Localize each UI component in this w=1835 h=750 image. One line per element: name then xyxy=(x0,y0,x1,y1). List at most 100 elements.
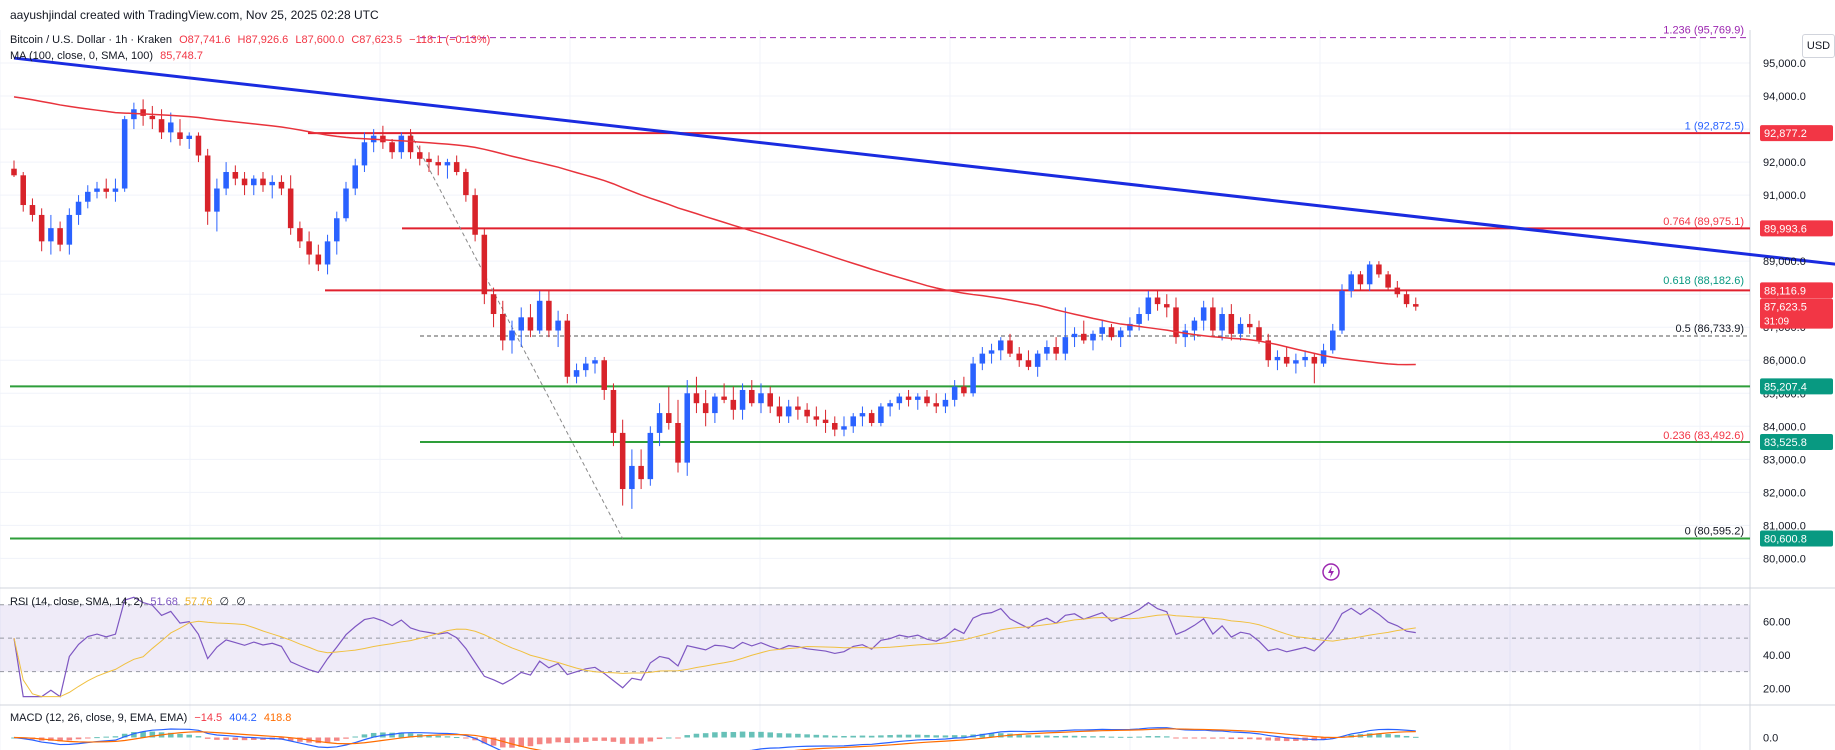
candle-body xyxy=(1385,274,1391,288)
macd-histogram-bar xyxy=(1154,736,1161,738)
candle-body xyxy=(260,178,266,186)
macd-histogram-bar xyxy=(601,737,607,741)
price-tick-label: 91,000.0 xyxy=(1763,190,1806,202)
candle-body xyxy=(232,172,239,179)
candle-body xyxy=(859,413,866,417)
candle-body xyxy=(1265,340,1271,361)
candle-body xyxy=(629,465,635,490)
macd-histogram-bar xyxy=(389,732,395,738)
currency-button[interactable]: USD xyxy=(1802,34,1835,58)
fib-level-label: 0.764 (89,975.1) xyxy=(1663,216,1744,228)
chart-grid xyxy=(0,30,1835,750)
candle-body xyxy=(546,300,552,331)
macd-histogram-bar xyxy=(998,733,1004,738)
macd-histogram-bar xyxy=(481,737,488,744)
rsi-tick-label: 20.00 xyxy=(1763,683,1791,695)
macd-histogram-bar xyxy=(656,737,663,740)
rsi-ma-value: 57.76 xyxy=(184,596,213,608)
candle-body xyxy=(1357,274,1364,285)
macd-histogram-bar xyxy=(444,736,451,738)
candle-body xyxy=(1016,353,1022,361)
macd-histogram-bar xyxy=(804,734,810,738)
macd-histogram-bar xyxy=(536,737,543,745)
fibonacci-retracement: 1.236 (95,769.9) 1 (92,872.5) 0.764 (89,97… xyxy=(410,25,1750,539)
macd-histogram-bar xyxy=(546,737,552,744)
candle-body xyxy=(1081,333,1087,341)
price-label-box xyxy=(1760,125,1833,142)
fib-level-label: 0.618 (88,182.6) xyxy=(1663,275,1744,287)
candle-body xyxy=(933,403,939,407)
candle-body xyxy=(48,228,54,242)
macd-histogram-bar xyxy=(675,737,681,739)
candle-body xyxy=(306,241,312,255)
candle-body xyxy=(1210,307,1216,331)
candle-body xyxy=(1071,333,1078,338)
candle-body xyxy=(251,178,257,186)
assistant-icon[interactable] xyxy=(1321,562,1341,582)
candle-body xyxy=(527,317,534,331)
candle-body xyxy=(1090,333,1096,341)
macd-hist-value: −14.5 xyxy=(194,712,223,724)
macd-histogram-bar xyxy=(1247,737,1253,740)
candle-body xyxy=(29,205,36,215)
candle-body xyxy=(583,363,589,371)
candle-body xyxy=(767,393,773,407)
candle-body xyxy=(140,109,146,116)
candle-body xyxy=(610,389,617,433)
credit-text: aayushjindal created with TradingView.co… xyxy=(10,8,379,22)
macd-histogram-bar xyxy=(1394,734,1401,738)
macd-histogram-bar xyxy=(767,732,773,738)
high-value: H87,926.6 xyxy=(237,34,289,46)
price-tick-label: 92,000.0 xyxy=(1763,157,1806,169)
macd-histogram-bar xyxy=(103,736,109,738)
macd-histogram-bar xyxy=(739,731,746,738)
macd-histogram-bar xyxy=(758,731,764,738)
macd-histogram-bar xyxy=(712,732,718,738)
horizontal-levels xyxy=(10,132,1750,540)
rsi-label[interactable]: RSI (14, close, SMA, 14, 2) xyxy=(10,596,144,608)
rsi-value: 51.68 xyxy=(150,596,178,608)
candle-body xyxy=(398,135,405,153)
candle-body xyxy=(1164,304,1170,308)
candle-body xyxy=(1173,307,1179,338)
candle-body xyxy=(1394,287,1401,295)
macd-histogram-bar xyxy=(1071,735,1078,738)
macd-label[interactable]: MACD (12, 26, close, 9, EMA, EMA) xyxy=(10,712,188,724)
candle-body xyxy=(647,432,654,480)
candle-body xyxy=(1274,356,1281,361)
macd-histogram-bar xyxy=(933,735,939,738)
rsi-pane xyxy=(0,596,1750,698)
candlesticks xyxy=(11,99,1419,509)
price-tick-label: 83,000.0 xyxy=(1763,454,1806,466)
macd-histogram-bar xyxy=(1081,736,1087,738)
candle-body xyxy=(998,340,1004,351)
macd-histogram-bar xyxy=(223,737,229,740)
macd-histogram-bar xyxy=(1413,736,1419,738)
macd-histogram-bar xyxy=(1219,737,1225,739)
macd-histogram-bar xyxy=(1034,735,1041,738)
candle-body xyxy=(868,413,875,423)
price-tick-label: 80,000.0 xyxy=(1763,553,1806,565)
macd-histogram-bar xyxy=(1044,735,1050,738)
price-tick-label: 84,000.0 xyxy=(1763,421,1806,433)
candle-body xyxy=(177,132,183,139)
macd-histogram-bar xyxy=(241,737,248,741)
candle-body xyxy=(1099,327,1105,334)
ma-label[interactable]: MA (100, close, 0, SMA, 100) xyxy=(10,50,154,62)
macd-histogram-bar xyxy=(721,731,727,738)
candle-body xyxy=(979,353,986,364)
macd-histogram-bar xyxy=(638,737,644,744)
candle-body xyxy=(426,158,432,163)
candle-body xyxy=(1034,353,1041,367)
rsi-tick-label: 60.00 xyxy=(1763,616,1791,628)
macd-histogram-bar xyxy=(57,737,63,742)
candle-body xyxy=(1200,307,1207,321)
candle-body xyxy=(297,228,303,242)
candle-body xyxy=(601,360,607,390)
candle-body xyxy=(536,300,543,331)
moving-average-line xyxy=(13,96,1416,366)
candle-body xyxy=(1145,297,1152,315)
candle-body xyxy=(1403,294,1410,305)
symbol-name[interactable]: Bitcoin / U.S. Dollar · 1h · Kraken xyxy=(10,34,173,46)
